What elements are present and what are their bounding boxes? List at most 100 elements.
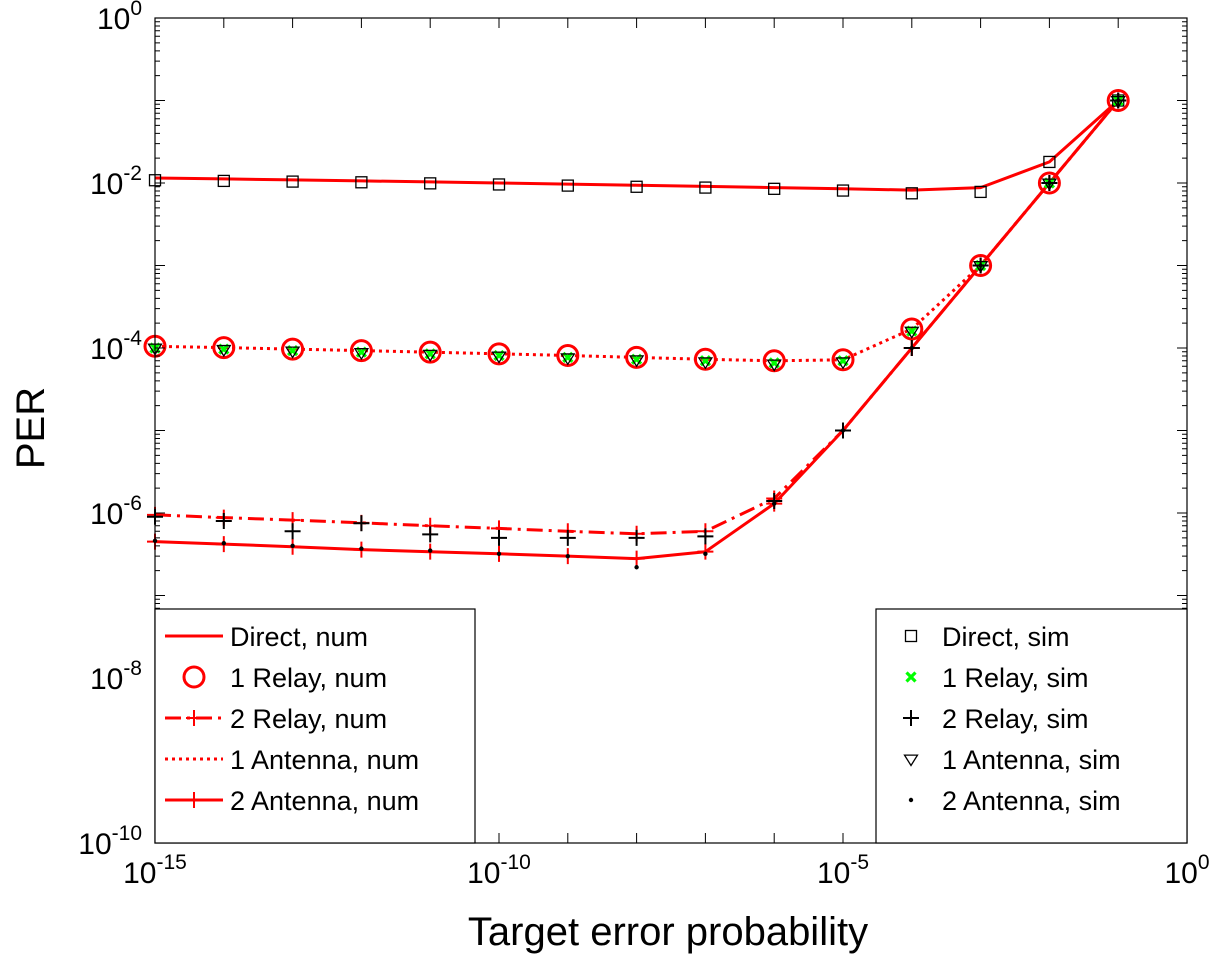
data-point-2-relay-sim — [559, 529, 576, 546]
data-point-2-relay-sim — [422, 526, 439, 543]
y-tick-label: 10-10 — [78, 822, 142, 861]
legend-label: 1 Antenna, sim — [942, 745, 1121, 775]
data-point-1-relay-num — [1037, 171, 1061, 195]
legend-marker — [908, 797, 914, 803]
legend-label: 1 Antenna, num — [230, 745, 419, 775]
series-1-relay-num — [143, 89, 1130, 373]
data-point-2-antenna-sim — [496, 551, 502, 557]
y-tick-label: 10-2 — [90, 162, 142, 201]
legend-left-box — [154, 608, 476, 844]
data-point-2-antenna-sim — [565, 553, 570, 559]
legend-marker — [903, 754, 919, 767]
data-point-2-antenna-sim — [909, 345, 914, 351]
legend-entry: 2 Relay, sim — [903, 704, 1089, 734]
x-tick-label: 10-5 — [817, 851, 869, 890]
series-layer — [143, 89, 1130, 570]
data-point-direct-sim — [492, 178, 506, 191]
data-point-1-antenna-sim — [560, 353, 576, 366]
data-point-1-relay-num — [1106, 89, 1130, 112]
legend-label: 2 Antenna, sim — [942, 786, 1121, 816]
data-point-2-relay-sim — [353, 515, 370, 532]
legend-entry: 2 Antenna, num — [165, 786, 419, 816]
data-point-direct-sim — [1043, 155, 1056, 169]
legend-entry: 1 Antenna, sim — [903, 745, 1121, 775]
data-point-direct-sim — [836, 184, 850, 197]
data-point-2-antenna-sim — [840, 428, 846, 433]
legend-entry: Direct, num — [165, 622, 368, 652]
data-point-2-antenna-sim — [772, 501, 777, 506]
legend-label: Direct, num — [230, 622, 368, 652]
data-point-2-relay-sim — [284, 523, 301, 540]
legend-label: 2 Antenna, num — [230, 786, 419, 816]
data-point-2-antenna-sim — [978, 263, 983, 268]
data-point-2-antenna-sim — [428, 548, 433, 553]
data-point-2-antenna-sim — [1047, 180, 1052, 186]
data-point-direct-sim — [286, 175, 299, 188]
data-point-1-antenna-sim — [216, 344, 232, 358]
data-point-2-antenna-sim — [359, 546, 364, 551]
data-point-direct-sim — [630, 180, 643, 193]
series-2-antenna-sim — [152, 98, 1121, 570]
legend-marker — [905, 671, 917, 683]
legend-marker — [182, 665, 206, 689]
legend-right: Direct, sim 1 Relay, sim 2 Relay, sim 1 Ant… — [875, 608, 1188, 844]
legend-label: 2 Relay, sim — [942, 704, 1089, 734]
x-tick-label: 10-15 — [123, 851, 187, 890]
data-point-1-relay-num — [349, 339, 373, 363]
data-point-2-relay-sim — [491, 529, 507, 546]
data-point-2-antenna-sim — [221, 541, 226, 546]
data-point-1-antenna-sim — [284, 346, 301, 359]
data-point-2-relay-sim — [628, 529, 645, 546]
data-point-1-relay-num — [900, 317, 924, 341]
y-tick-label: 10-4 — [90, 327, 142, 366]
legend-marker — [186, 710, 202, 726]
legend-entry: 1 Relay, num — [182, 663, 387, 693]
data-point-direct-sim — [355, 176, 368, 189]
data-point-1-antenna-sim — [835, 357, 851, 370]
data-point-2-relay-sim — [766, 492, 783, 509]
data-point-1-antenna-sim — [491, 351, 507, 364]
data-point-1-antenna-sim — [628, 355, 645, 368]
legend-label: 2 Relay, num — [230, 704, 387, 734]
legend-marker — [186, 792, 202, 808]
data-point-direct-sim — [424, 177, 437, 190]
data-point-1-antenna-sim — [353, 348, 370, 361]
data-point-1-relay-num — [418, 340, 442, 364]
data-point-1-relay-num — [212, 336, 236, 360]
legend-entry: 2 Relay, num — [165, 704, 387, 734]
series-line-direct-num — [154, 99, 1120, 192]
legend-entry: 1 Antenna, num — [165, 745, 419, 775]
data-point-direct-sim — [905, 187, 918, 200]
data-point-1-antenna-sim — [422, 349, 438, 362]
data-point-direct-sim — [768, 182, 781, 195]
data-point-1-relay-num — [831, 348, 855, 372]
data-point-1-antenna-sim — [904, 326, 920, 339]
legend-label: 1 Relay, num — [230, 663, 387, 693]
legend-right-box — [875, 608, 1188, 844]
data-point-1-relay-num — [281, 337, 305, 361]
y-tick-label: 10-8 — [90, 657, 142, 696]
x-axis-title: Target error probability — [468, 910, 868, 954]
data-point-2-antenna-sim — [290, 543, 295, 549]
data-point-2-antenna-sim — [1116, 98, 1121, 103]
legend-marker — [904, 629, 918, 643]
data-point-2-antenna-num — [628, 550, 645, 567]
x-tick-label: 10-10 — [467, 851, 531, 890]
data-point-2-antenna-sim — [634, 565, 639, 570]
x-tick-label: 100 — [1164, 851, 1209, 890]
data-point-direct-sim — [217, 174, 230, 188]
legend-label: Direct, sim — [942, 622, 1070, 652]
data-point-2-antenna-sim — [703, 551, 708, 557]
data-point-1-relay-num — [487, 342, 511, 366]
data-point-1-antenna-sim — [697, 357, 714, 370]
data-point-1-relay-sim — [906, 325, 918, 337]
data-point-1-relay-num — [969, 254, 993, 277]
data-point-direct-sim — [561, 179, 574, 192]
legend-marker — [903, 710, 919, 726]
y-axis-title: PER — [9, 387, 53, 469]
data-point-2-relay-sim — [697, 528, 714, 545]
data-point-direct-sim — [699, 181, 712, 194]
legend-layer: Direct, num 1 Relay, num 2 Relay, num 1 Ant… — [154, 608, 1188, 844]
data-point-1-antenna-sim — [766, 359, 782, 372]
